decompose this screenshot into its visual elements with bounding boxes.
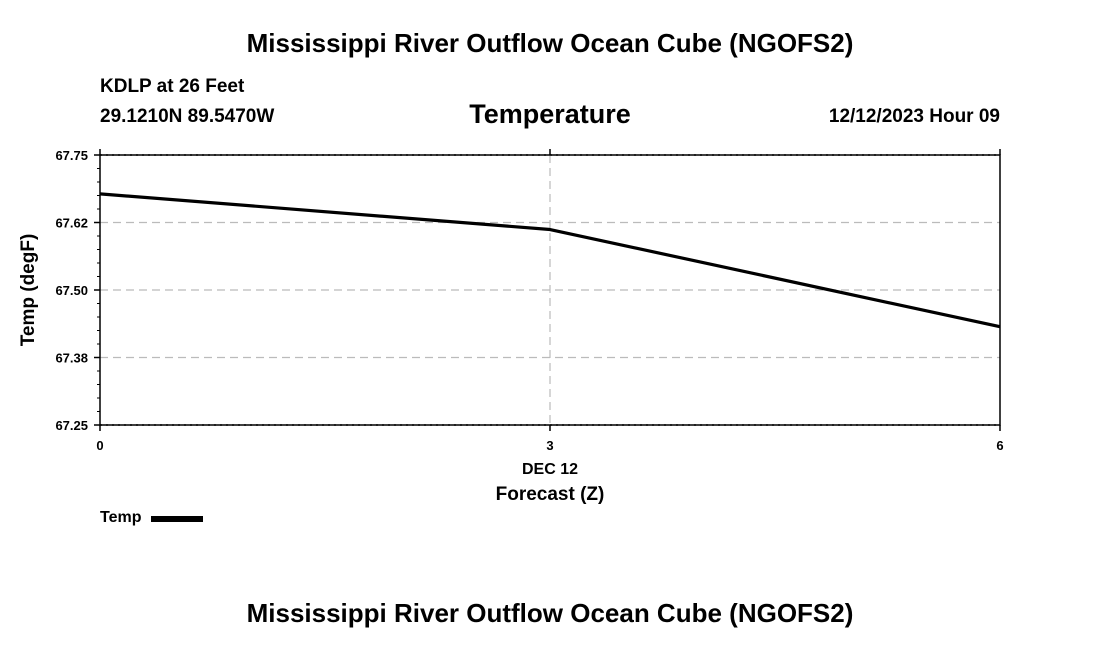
y-tick-label: 67.50 [55,283,88,298]
chart-legend: Temp [100,509,204,527]
forecast-datetime: 12/12/2023 Hour 09 [828,106,1000,127]
y-tick-label: 67.75 [55,148,88,163]
footer-title: Mississippi River Outflow Ocean Cube (NG… [246,598,854,628]
legend-label: Temp [100,509,142,526]
station-label: KDLP at 26 Feet [100,76,245,97]
x-tick-label: 6 [996,438,1003,453]
x-axis-title: Forecast (Z) [496,484,605,505]
legend-line-swatch [151,516,204,522]
y-axis-title: Temp (degF) [18,234,39,347]
tick-layer: 67.25 67.38 67.50 67.62 67.75 0 3 6 [55,148,1003,453]
temp-series-line [99,192,1001,329]
parameter-title: Temperature [469,99,631,129]
chart-main-title: Mississippi River Outflow Ocean Cube (NG… [246,28,854,58]
y-tick-label: 67.38 [55,351,88,366]
x-axis-date-label: DEC 12 [522,461,578,478]
station-coordinates: 29.1210N 89.5470W [100,106,275,127]
x-tick-label: 3 [546,438,553,453]
grid-layer [100,154,1000,426]
y-tick-label: 67.25 [55,418,88,433]
x-tick-label: 0 [96,438,103,453]
y-tick-label: 67.62 [55,216,88,231]
series-layer [99,192,1001,329]
